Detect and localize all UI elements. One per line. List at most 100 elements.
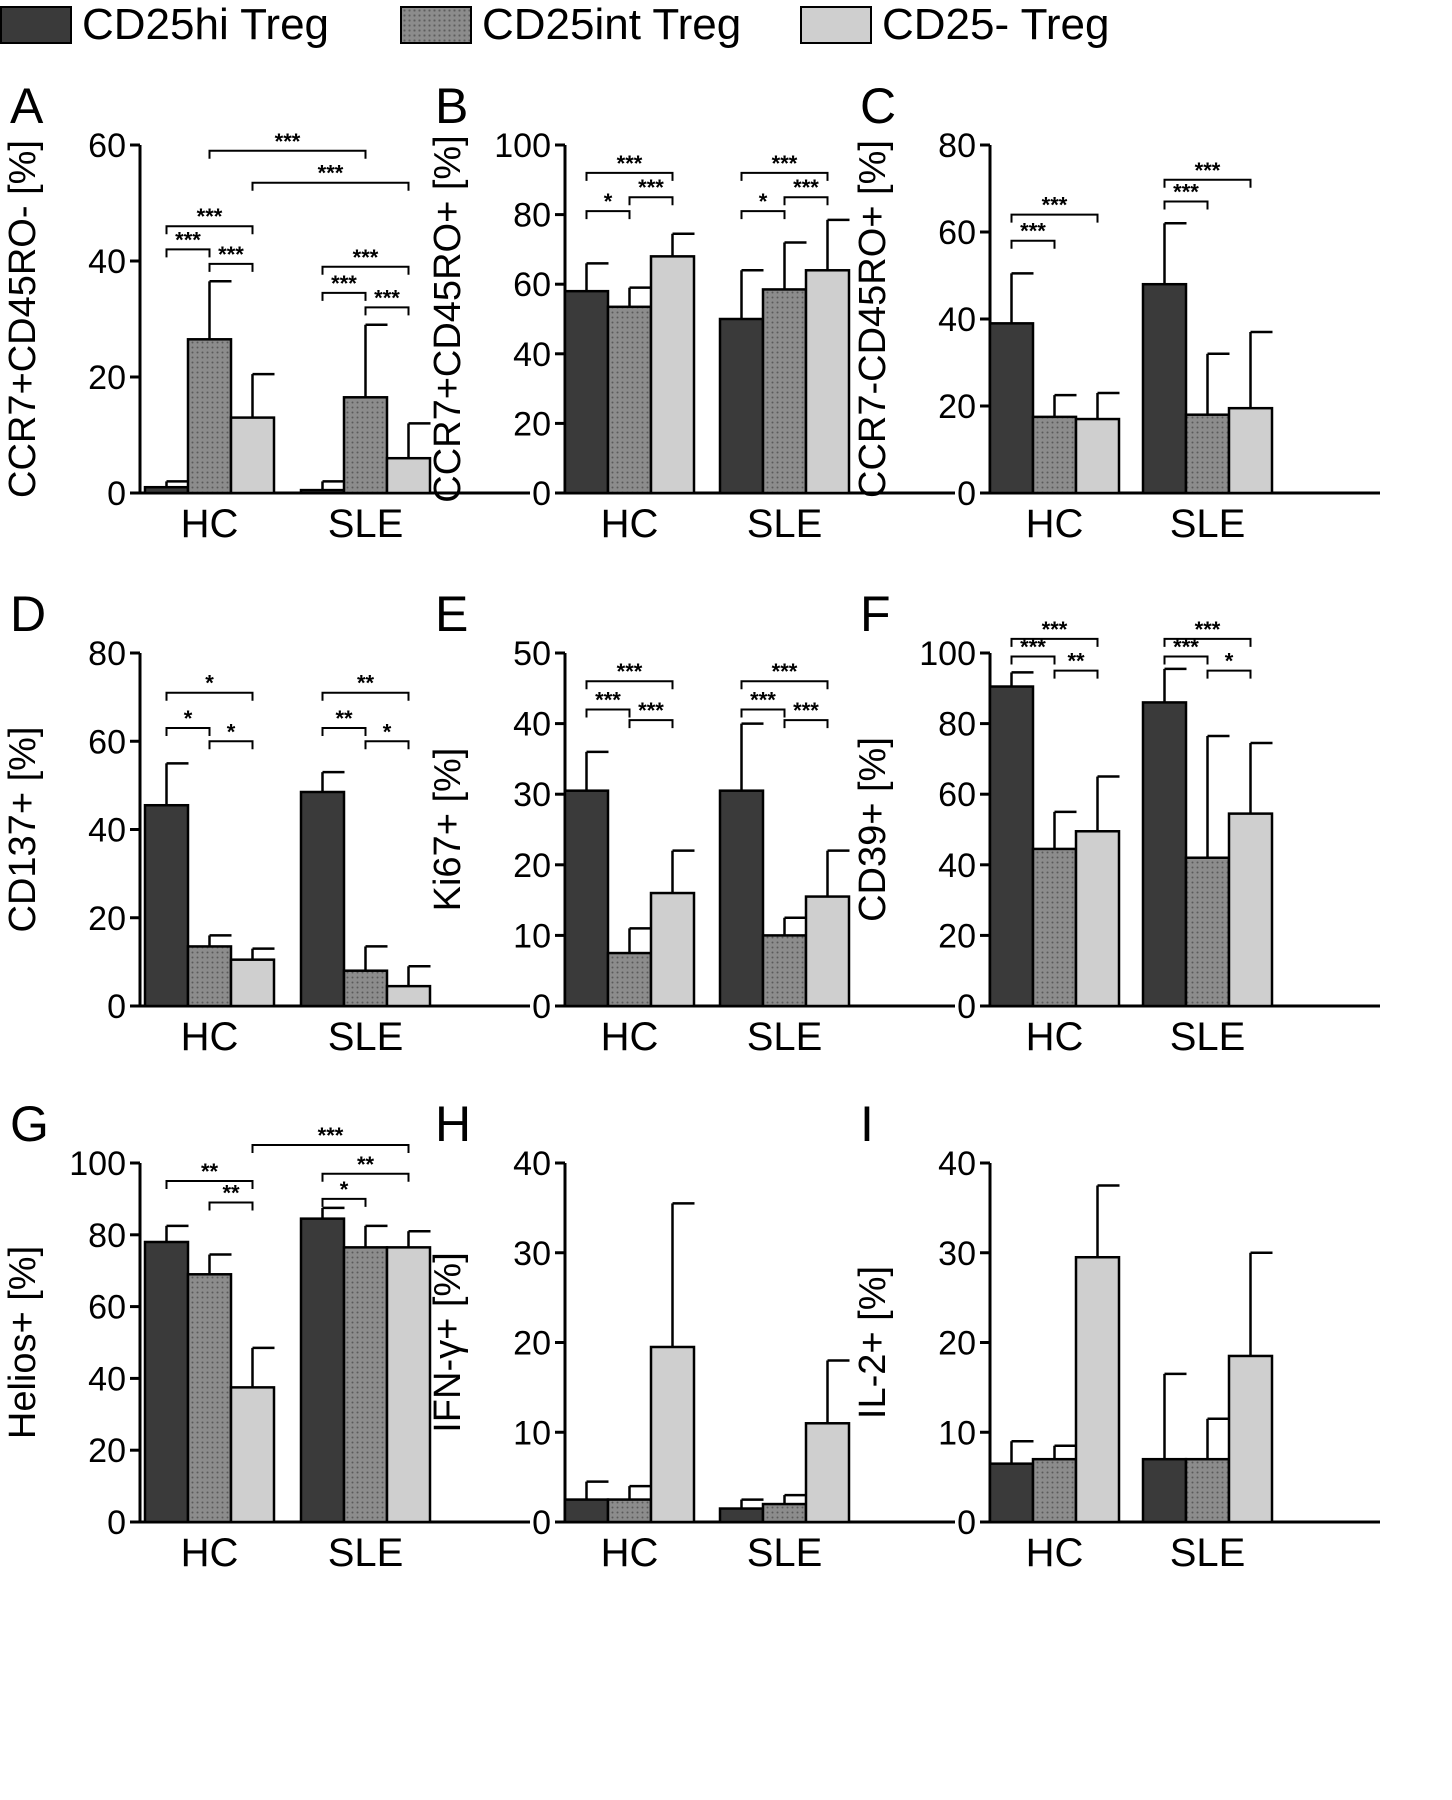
y-axis-title-a: CCR7+CD45RO- [%] xyxy=(2,140,44,498)
category-label-i-sle: SLE xyxy=(1170,1531,1246,1575)
panel-h: H 0 10 20 30 40 IFN-γ+ [%] HC SLE xyxy=(427,1096,955,1575)
panel-letter-e: E xyxy=(435,586,468,642)
bar-h-sle-cd25int xyxy=(761,1502,808,1524)
y-tick-label-a-2: 40 xyxy=(88,243,126,281)
significance-label-g-0: ** xyxy=(222,1180,240,1205)
significance-label-g-4: *** xyxy=(318,1123,344,1148)
y-tick-label-g-5: 100 xyxy=(69,1145,126,1183)
bar-b-sle-cd25neg xyxy=(804,269,851,495)
y-tick-label-f-2: 40 xyxy=(938,847,976,885)
y-tick-label-e-0: 0 xyxy=(532,988,551,1026)
significance-bracket-f-1 xyxy=(1053,669,1099,679)
significance-bracket-b-2 xyxy=(585,171,674,181)
bar-d-sle-cd25int xyxy=(342,969,389,1008)
y-tick-label-i-1: 10 xyxy=(938,1414,976,1452)
significance-label-d-1: * xyxy=(227,719,236,744)
legend-label-cd25int: CD25int Treg xyxy=(482,0,742,49)
panel-letter-b: B xyxy=(435,78,468,134)
bar-c-sle-cd25hi xyxy=(1141,282,1188,495)
significance-label-b-3: * xyxy=(759,189,768,214)
category-label-e-sle: SLE xyxy=(747,1015,823,1059)
bar-c-hc-cd25int xyxy=(1031,415,1078,495)
bar-a-sle-cd25hi xyxy=(299,488,346,495)
significance-bracket-g-3 xyxy=(321,1172,410,1182)
significance-bracket-g-2 xyxy=(321,1197,367,1207)
significance-label-a-3: *** xyxy=(331,271,357,296)
bar-c-sle-cd25neg xyxy=(1227,406,1274,495)
y-axis-title-g: Helios+ [%] xyxy=(2,1246,44,1439)
legend: CD25hi Treg CD25int Treg CD25- Treg xyxy=(0,0,1452,60)
category-label-b-sle: SLE xyxy=(747,502,823,546)
y-tick-label-f-4: 80 xyxy=(938,706,976,744)
significance-bracket-f-4 xyxy=(1206,669,1252,679)
bar-g-sle-cd25int xyxy=(342,1246,389,1524)
significance-label-e-2: *** xyxy=(617,659,643,684)
bar-e-hc-cd25neg xyxy=(649,891,696,1008)
significance-bracket-d-3 xyxy=(321,727,367,737)
significance-bracket-e-3 xyxy=(740,708,786,718)
significance-bracket-d-1 xyxy=(208,740,254,750)
category-label-a-hc: HC xyxy=(181,502,239,546)
legend-swatch-cd25hi xyxy=(0,6,72,44)
significance-bracket-c-1 xyxy=(1010,213,1099,223)
category-label-a-sle: SLE xyxy=(328,502,404,546)
legend-label-cd25neg: CD25- Treg xyxy=(882,0,1110,49)
bar-b-hc-cd25neg xyxy=(649,255,696,495)
y-tick-label-b-1: 20 xyxy=(513,405,551,443)
bar-c-hc-cd25hi xyxy=(988,322,1035,495)
bar-b-sle-cd25hi xyxy=(718,317,765,495)
significance-label-c-2: *** xyxy=(1173,180,1199,205)
legend-swatch-cd25neg xyxy=(800,6,872,44)
bar-e-hc-cd25hi xyxy=(563,789,610,1008)
bar-a-hc-cd25int xyxy=(186,338,233,495)
y-axis-title-f: CD39+ [%] xyxy=(852,737,894,922)
significance-bracket-d-0 xyxy=(165,727,211,737)
panel-letter-c: C xyxy=(860,78,896,134)
significance-bracket-b-0 xyxy=(585,210,631,220)
category-label-d-sle: SLE xyxy=(328,1015,404,1059)
bar-h-hc-cd25hi xyxy=(563,1498,610,1524)
bar-g-hc-cd25hi xyxy=(143,1240,190,1524)
category-label-h-sle: SLE xyxy=(747,1531,823,1575)
bar-b-hc-cd25int xyxy=(606,305,653,495)
significance-bracket-c-0 xyxy=(1010,239,1056,249)
y-tick-label-c-2: 40 xyxy=(938,301,976,339)
y-tick-label-d-0: 0 xyxy=(107,988,126,1026)
significance-bracket-e-5 xyxy=(740,680,829,690)
bar-d-sle-cd25neg xyxy=(385,984,432,1008)
significance-bracket-f-5 xyxy=(1163,637,1252,647)
y-tick-label-i-3: 30 xyxy=(938,1235,976,1273)
significance-bracket-g-4 xyxy=(251,1144,410,1154)
significance-bracket-d-5 xyxy=(321,691,410,701)
significance-label-c-1: *** xyxy=(1042,193,1068,218)
bar-i-sle-cd25int xyxy=(1184,1457,1231,1524)
category-label-i-hc: HC xyxy=(1026,1531,1084,1575)
panel-letter-g: G xyxy=(10,1096,49,1152)
y-tick-label-h-3: 30 xyxy=(513,1235,551,1273)
y-tick-label-i-2: 20 xyxy=(938,1325,976,1363)
y-tick-label-h-4: 40 xyxy=(513,1145,551,1183)
bar-i-sle-cd25neg xyxy=(1227,1354,1274,1524)
bar-b-sle-cd25int xyxy=(761,288,808,495)
significance-bracket-e-0 xyxy=(585,708,631,718)
y-tick-label-g-1: 20 xyxy=(88,1432,126,1470)
significance-bracket-a-1 xyxy=(208,262,254,272)
significance-label-a-7: *** xyxy=(318,161,344,186)
bar-g-hc-cd25neg xyxy=(229,1386,276,1524)
significance-label-e-3: *** xyxy=(750,687,776,712)
y-axis-title-h: IFN-γ+ [%] xyxy=(427,1252,469,1433)
bar-h-hc-cd25int xyxy=(606,1498,653,1524)
significance-bracket-a-0 xyxy=(165,248,211,258)
significance-bracket-g-0 xyxy=(208,1201,254,1211)
y-tick-label-e-2: 20 xyxy=(513,847,551,885)
significance-label-d-0: * xyxy=(184,706,193,731)
significance-bracket-b-4 xyxy=(783,196,829,206)
y-tick-label-g-4: 80 xyxy=(88,1217,126,1255)
category-label-g-hc: HC xyxy=(181,1531,239,1575)
y-tick-label-e-5: 50 xyxy=(513,635,551,673)
significance-label-f-4: * xyxy=(1225,649,1234,674)
category-label-c-hc: HC xyxy=(1026,502,1084,546)
significance-label-e-5: *** xyxy=(772,659,798,684)
